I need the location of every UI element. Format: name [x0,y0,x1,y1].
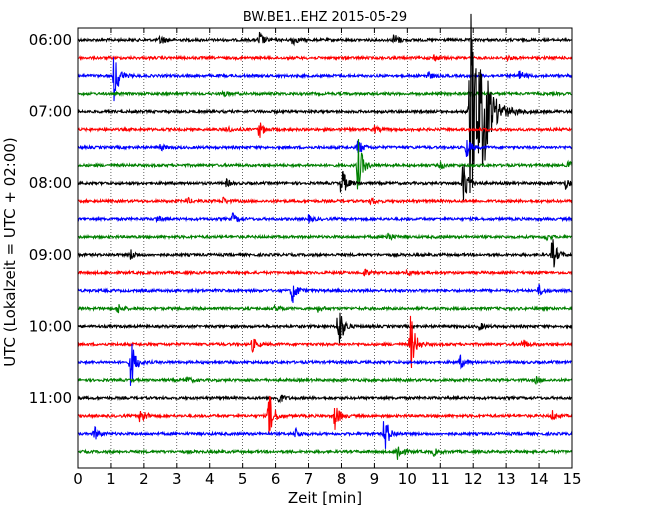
trace-0815 [77,196,573,206]
x-tick-label: 11 [431,470,450,488]
trace-1145 [78,446,573,460]
trace-0700 [77,13,573,194]
x-tick-label: 12 [464,470,483,488]
y-tick-label: 07:00 [29,103,72,121]
x-tick-label: 15 [562,470,581,488]
x-tick-label: 8 [337,470,347,488]
trace-0900 [77,239,573,268]
y-tick-label: 09:00 [29,246,72,264]
trace-1115 [77,396,573,435]
trace-0600 [77,31,573,47]
trace-1130 [77,421,573,449]
x-tick-label: 14 [530,470,549,488]
y-axis-label: UTC (Lokalzeit = UTC + 02:00) [1,137,19,367]
x-tick-label: 9 [370,470,380,488]
trace-0615 [77,54,573,63]
x-tick-label: 13 [497,470,516,488]
trace-0800 [77,165,573,201]
trace-0645 [77,89,573,98]
x-tick-label: 1 [106,470,116,488]
x-axis-label: Zeit [min] [287,489,363,507]
y-axis-ticks: 06:00 07:00 08:00 09:00 10:00 11:00 [29,31,572,407]
x-tick-label: 5 [238,470,248,488]
trace-0830 [77,212,573,224]
x-tick-label: 3 [172,470,182,488]
plot-frame [77,27,573,469]
chart-title: BW.BE1..EHZ 2015-05-29 [242,10,408,25]
trace-0630 [77,57,573,102]
traces [77,13,573,460]
trace-0930 [77,283,573,303]
trace-1015 [77,315,573,369]
x-tick-label: 10 [398,470,417,488]
trace-0730 [77,139,573,157]
y-tick-label: 08:00 [29,174,72,192]
x-tick-label: 7 [304,470,314,488]
y-tick-label: 06:00 [29,31,72,49]
trace-1045 [77,376,573,385]
x-tick-label: 2 [139,470,149,488]
x-tick-label: 0 [73,470,83,488]
trace-1100 [77,394,573,404]
trace-0915 [77,268,573,277]
x-tick-label: 4 [205,470,215,488]
trace-0945 [78,303,573,314]
trace-1030 [77,343,573,386]
x-tick-label: 6 [271,470,281,488]
trace-1000 [77,312,573,344]
x-axis-ticks: 0 1 2 3 4 5 6 7 8 9 10 11 12 13 14 15 [73,28,582,488]
trace-0745 [77,138,573,190]
trace-0845 [77,232,573,242]
y-tick-label: 11:00 [29,389,72,407]
y-tick-label: 10:00 [29,317,72,335]
trace-0715 [77,122,573,138]
grid [110,28,540,468]
